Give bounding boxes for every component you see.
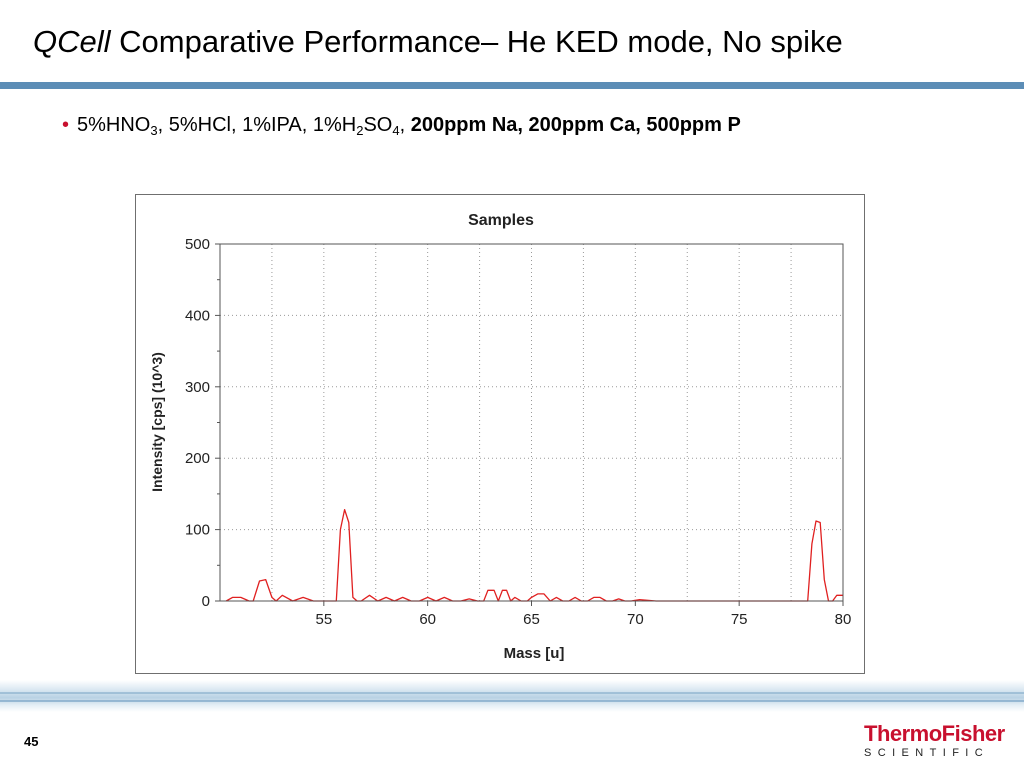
bullet-subscript-1: 3 xyxy=(150,123,158,138)
slide-title-rest: Comparative Performance– He KED mode, No… xyxy=(110,24,843,59)
bullet-text-2: , 5%HCl, 1%IPA, 1%H xyxy=(157,114,357,136)
chart-svg: 55 60 65 70 75 80 0 100 200 300 400 500 Samples Mas… xyxy=(149,212,851,662)
series-line-0 xyxy=(225,508,843,602)
bullet-text-4: , xyxy=(399,114,406,136)
title-divider xyxy=(0,82,1024,89)
x-axis-label: Mass [u] xyxy=(504,645,565,662)
y-tick-label: 400 xyxy=(185,307,210,324)
chart-title: Samples xyxy=(468,212,534,229)
chart-ticks: 55 60 65 70 75 80 0 100 200 300 400 500 xyxy=(185,236,851,628)
x-tick-label: 55 xyxy=(315,611,332,628)
thermo-fisher-logo: ThermoFisher SCIENTIFIC xyxy=(864,721,1005,760)
x-tick-label: 70 xyxy=(627,611,644,628)
x-tick-label: 60 xyxy=(419,611,436,628)
logo-wordmark: ThermoFisher xyxy=(864,721,1005,746)
chart-grid xyxy=(220,243,843,601)
x-tick-label: 80 xyxy=(835,611,852,628)
chart-trace xyxy=(225,508,843,602)
y-tick-label: 0 xyxy=(202,593,210,610)
footer-line xyxy=(0,700,1024,702)
y-tick-label: 100 xyxy=(185,522,210,539)
x-tick-label: 75 xyxy=(731,611,748,628)
slide-title-italic: QCell xyxy=(33,24,111,59)
page-number: 45 xyxy=(24,734,39,749)
y-tick-label: 300 xyxy=(185,379,210,396)
bullet-text-1: 5%HNO xyxy=(77,114,151,136)
bullet-text-3: SO xyxy=(363,114,393,136)
bullet-item: • 5%HNO3, 5%HCl, 1%IPA, 1%H2SO4, 200ppm N… xyxy=(62,114,741,138)
bullet-subscript-2: 2 xyxy=(356,123,364,138)
bullet-bold-text: 200ppm Na, 200ppm Ca, 500ppm P xyxy=(410,114,741,136)
plot-area-border xyxy=(219,243,844,602)
bullet-dot: • xyxy=(62,114,70,136)
footer-band xyxy=(0,680,1024,712)
footer-line xyxy=(0,692,1024,694)
logo-subtitle: SCIENTIFIC xyxy=(864,747,990,759)
x-tick-label: 65 xyxy=(523,611,540,628)
bullet-subscript-3: 4 xyxy=(392,123,400,138)
y-axis-label: Intensity [cps] (10^3) xyxy=(149,352,165,492)
chart-frame: 55 60 65 70 75 80 0 100 200 300 400 500 Samples Mas… xyxy=(135,194,865,674)
y-tick-label: 500 xyxy=(185,236,210,253)
slide-title: QCell Comparative Performance– He KED mo… xyxy=(33,24,843,60)
y-tick-label: 200 xyxy=(185,450,210,467)
